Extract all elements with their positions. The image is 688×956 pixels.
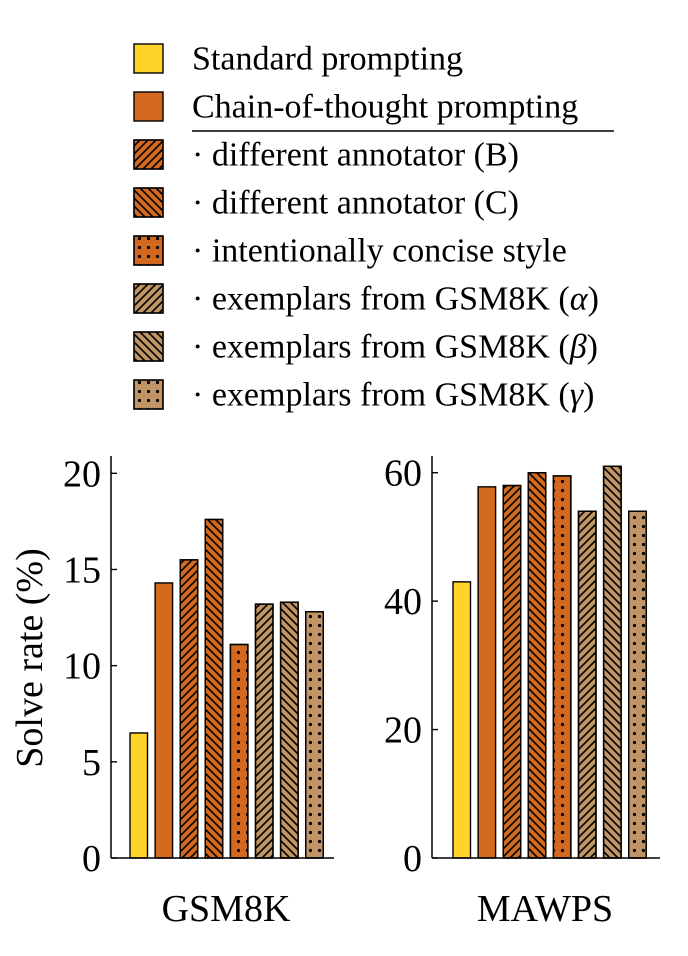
legend-swatch-pattern bbox=[133, 235, 164, 266]
legend-entry-standard: Standard prompting bbox=[133, 41, 463, 78]
bar-annC-pattern bbox=[527, 471, 547, 859]
legend-swatch bbox=[133, 91, 164, 122]
y-tick-label: 20 bbox=[384, 710, 422, 752]
y-axis-label: Solve rate (%) bbox=[9, 548, 51, 767]
y-tick-label: 60 bbox=[384, 453, 422, 495]
y-tick-label: 0 bbox=[82, 838, 101, 880]
legend-swatch-pattern bbox=[133, 331, 164, 362]
bar-gsmG-pattern bbox=[628, 510, 647, 859]
bar-annC-pattern bbox=[204, 518, 224, 859]
legend-swatch-pattern bbox=[133, 283, 164, 314]
bar-standard bbox=[129, 732, 149, 859]
legend-entry-annB: · different annotator (B) bbox=[133, 137, 519, 174]
bar-annB-pattern bbox=[502, 484, 522, 859]
legend-swatch bbox=[133, 43, 164, 74]
legend-swatch-pattern bbox=[133, 187, 164, 218]
legend-label: · different annotator (C) bbox=[192, 185, 519, 222]
y-tick-label: 10 bbox=[63, 646, 101, 688]
legend-label: · different annotator (B) bbox=[192, 137, 519, 174]
bar-cot bbox=[477, 486, 497, 859]
chart-panel-mawps: 0 20 40 60 MAWPS bbox=[384, 453, 660, 930]
legend-entry-gsmA: · exemplars from GSM8K (α) bbox=[133, 281, 599, 318]
legend-label: · intentionally concise style bbox=[192, 233, 567, 270]
y-tick-label: 5 bbox=[82, 742, 101, 784]
legend-entry-cot: Chain-of-thought prompting bbox=[133, 89, 578, 126]
bar-gsmB-pattern bbox=[602, 465, 622, 859]
bar-annB-pattern bbox=[179, 559, 199, 859]
bar-concise-pattern bbox=[552, 475, 572, 859]
bar-gsmG-pattern bbox=[305, 611, 324, 859]
legend-entry-gsmG: · exemplars from GSM8K (γ) bbox=[133, 377, 594, 414]
bar-gsmA-pattern bbox=[254, 603, 274, 859]
legend-label: · exemplars from GSM8K (α) bbox=[192, 281, 599, 318]
bar-gsmB-pattern bbox=[279, 601, 299, 859]
y-tick-label: 40 bbox=[384, 581, 422, 623]
x-axis-title: GSM8K bbox=[162, 888, 291, 930]
bar-standard bbox=[452, 581, 472, 859]
legend-swatch-pattern bbox=[133, 139, 164, 170]
bar-gsmA-pattern bbox=[577, 510, 597, 859]
legend-label: Chain-of-thought prompting bbox=[192, 89, 578, 126]
y-tick-label: 15 bbox=[63, 549, 101, 591]
chart-panel-gsm8k: 0 5 10 15 20 GSM8K Solve rate (%) bbox=[9, 453, 334, 930]
legend-entry-concise: · intentionally concise style bbox=[133, 233, 567, 270]
y-tick-label: 20 bbox=[63, 453, 101, 495]
legend-label: · exemplars from GSM8K (β) bbox=[192, 329, 598, 366]
legend-label: · exemplars from GSM8K (γ) bbox=[192, 377, 594, 414]
y-tick-label: 0 bbox=[403, 838, 422, 880]
legend-swatch-pattern bbox=[133, 379, 164, 410]
legend-label: Standard prompting bbox=[192, 41, 463, 78]
bar-concise-pattern bbox=[229, 643, 249, 859]
legend-entry-gsmB: · exemplars from GSM8K (β) bbox=[133, 329, 598, 366]
bar-cot bbox=[154, 582, 174, 859]
legend-entry-annC: · different annotator (C) bbox=[133, 185, 519, 222]
x-axis-title: MAWPS bbox=[477, 888, 613, 930]
legend: Standard prompting Chain-of-thought promp… bbox=[133, 41, 614, 414]
